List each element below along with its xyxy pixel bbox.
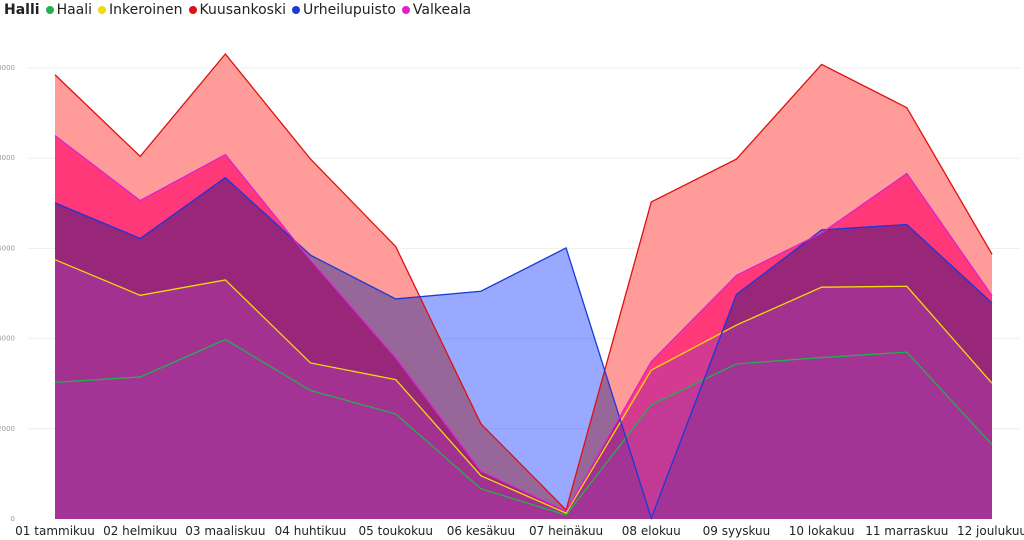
line-kuusankoski [54, 52, 993, 512]
x-tick-label: 04 huhtikuu [275, 524, 347, 538]
legend-dot-icon [188, 6, 197, 14]
y-tick-label: 6000 [0, 244, 15, 252]
x-tick-label: 07 heinäkuu [529, 524, 603, 538]
legend-dot-icon [291, 6, 300, 14]
area-valkeala [55, 135, 992, 519]
x-tick-label: 11 marraskuu [865, 524, 948, 538]
y-tick-label: 0 [11, 515, 15, 523]
legend-label: Urheilupuisto [302, 2, 396, 18]
area-inkeroinen [55, 259, 992, 519]
legend-item-urheilupuisto[interactable]: Urheilupuisto [291, 2, 396, 18]
line-haali [54, 338, 993, 516]
x-tick-label: 02 helmikuu [103, 524, 177, 538]
legend-label: Valkeala [412, 2, 472, 18]
legend-label: Kuusankoski [199, 2, 286, 18]
x-tick-label: 01 tammikuu [15, 524, 95, 538]
x-tick-label: 09 syyskuu [703, 524, 771, 538]
x-tick-label: 08 elokuu [622, 524, 681, 538]
area-haali [55, 339, 992, 519]
x-tick-label: 12 joulukuu [957, 524, 1024, 538]
y-tick-label: 10000 [0, 64, 15, 72]
legend: Halli Haali Inkeroinen Kuusankoski Urheilup… [4, 0, 477, 20]
legend-item-kuusankoski[interactable]: Kuusankoski [188, 2, 286, 18]
line-valkeala [54, 135, 993, 513]
x-tick-label: 03 maaliskuu [185, 524, 265, 538]
y-tick-label: 8000 [0, 154, 15, 162]
legend-title: Halli [4, 2, 40, 18]
line-inkeroinen [54, 259, 993, 514]
legend-dot-icon [401, 6, 410, 14]
legend-dot-icon [45, 6, 54, 14]
x-tick-label: 06 kesäkuu [447, 524, 515, 538]
legend-item-inkeroinen[interactable]: Inkeroinen [98, 2, 183, 18]
legend-item-valkeala[interactable]: Valkeala [401, 2, 472, 18]
line-urheilupuisto [54, 176, 993, 521]
legend-label: Haali [56, 2, 93, 18]
legend-item-haali[interactable]: Haali [45, 2, 93, 18]
y-tick-label: 2000 [0, 425, 15, 433]
legend-dot-icon [98, 6, 107, 14]
legend-label: Inkeroinen [109, 2, 183, 18]
y-tick-label: 4000 [0, 335, 15, 343]
x-tick-label: 10 lokakuu [789, 524, 855, 538]
x-tick-label: 05 toukokuu [359, 524, 433, 538]
area-overlap [55, 259, 992, 519]
